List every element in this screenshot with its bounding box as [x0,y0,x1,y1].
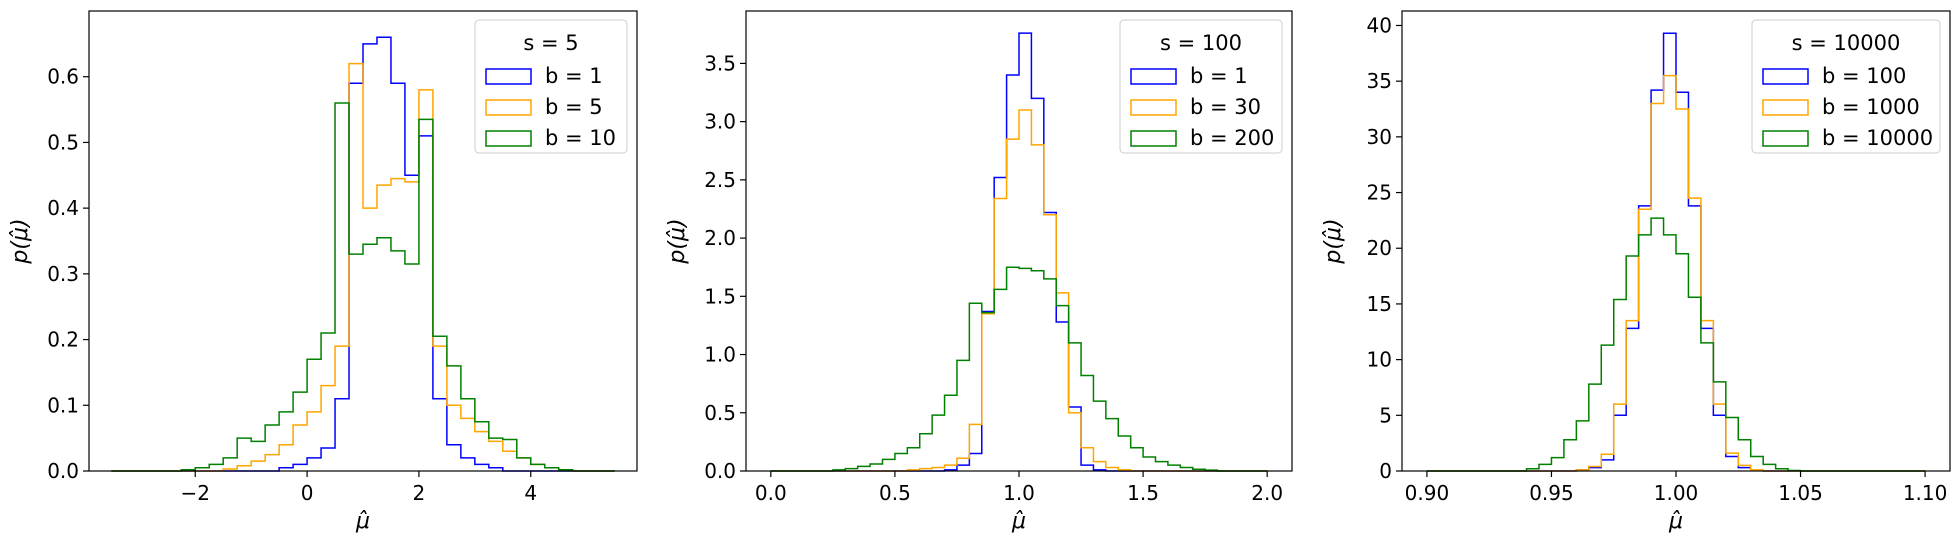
histogram-series-2 [770,109,1268,472]
legend-entry-label: b = 5 [545,95,603,119]
x-tick-label: 0.95 [1529,481,1574,505]
chart-panel-3: 0.90 0.95 1.00 1.05 1.10 0 5 10 15 20 25 30 35 40 μ̂ p(… [1321,10,1951,534]
legend: s = 5 b = 1 b = 5 b = 10 [474,19,628,154]
legend-swatch [1130,130,1177,147]
x-tick-label: 4 [524,481,537,505]
x-tick-label: 1.0 [1003,481,1035,505]
y-tick-label: 15 [1367,292,1392,316]
y-tick-label: 0.5 [47,130,79,154]
chart-panel-1: −2 0 2 4 0.0 0.1 0.2 0.3 0.4 0.5 0.6 μ̂ p(μ̂) s = 5 b … [8,10,638,534]
x-axis-label: μ̂ [1011,509,1026,534]
legend-entry-label: b = 10000 [1822,126,1933,150]
x-tick-label: 2.0 [1251,481,1283,505]
histogram-series-3 [111,102,615,472]
legend-swatch [1762,130,1809,147]
x-tick-label: −2 [181,481,210,505]
x-tick-label: 1.10 [1903,481,1948,505]
x-axis-label: μ̂ [1668,509,1683,534]
axes-frame [88,10,638,472]
y-tick-label: 2.5 [704,168,736,192]
x-tick-label: 1.5 [1127,481,1159,505]
y-tick-label: 1.0 [704,343,736,367]
y-tick-label: 3.0 [704,110,736,134]
y-tick-label: 35 [1367,69,1392,93]
legend-box [1751,19,1941,154]
y-tick-label: 0.5 [704,401,736,425]
legend-title: s = 10000 [1792,31,1901,55]
histogram-series-3 [770,266,1268,472]
legend-entry-label: b = 100 [1822,64,1906,88]
y-tick-label: 10 [1367,348,1392,372]
y-axis-label: p(μ̂) [1321,218,1346,264]
legend-entry-label: b = 1 [545,64,603,88]
y-tick-label: 2.0 [704,226,736,250]
y-tick-label: 0 [1379,459,1392,483]
y-tick-label: 3.5 [704,51,736,75]
legend-box [1119,19,1283,154]
y-tick-label: 40 [1367,13,1392,37]
legend-entry-label: b = 10 [545,126,616,150]
y-tick-label: 30 [1367,125,1392,149]
x-tick-label: 1.05 [1778,481,1823,505]
x-tick-label: 0.0 [755,481,787,505]
x-tick-label: 0.90 [1405,481,1450,505]
legend-swatch [1130,68,1177,85]
legend-entry-label: b = 30 [1190,95,1261,119]
y-tick-label: 0.0 [704,459,736,483]
legend-title: s = 5 [523,31,578,55]
legend-swatch [485,99,532,116]
legend-entry-label: b = 1 [1190,64,1248,88]
x-tick-label: 1.00 [1654,481,1699,505]
legend-swatch [485,68,532,85]
chart-panel-2: 0.0 0.5 1.0 1.5 2.0 0.0 0.5 1.0 1.5 2.0 2.5 3.0 3.5 μ… [665,10,1293,534]
y-tick-label: 1.5 [704,284,736,308]
legend-entry-label: b = 200 [1190,126,1274,150]
legend-title: s = 100 [1160,31,1242,55]
y-tick-label: 0.2 [47,328,79,352]
legend: s = 100 b = 1 b = 30 b = 200 [1119,19,1283,154]
legend-swatch [1762,99,1809,116]
y-tick-label: 20 [1367,236,1392,260]
legend-entry-label: b = 1000 [1822,95,1920,119]
y-tick-label: 0.3 [47,262,79,286]
y-axis-label: p(μ̂) [665,218,690,264]
y-tick-label: 0.0 [47,459,79,483]
histogram-series-3 [1426,217,1926,472]
y-axis-label: p(μ̂) [8,218,33,264]
y-tick-label: 5 [1379,403,1392,427]
y-tick-label: 0.6 [47,65,79,89]
x-tick-label: 0 [301,481,314,505]
y-tick-label: 0.1 [47,393,79,417]
x-tick-label: 0.5 [879,481,911,505]
legend-box [474,19,628,154]
x-axis-label: μ̂ [355,509,370,534]
x-tick-label: 2 [413,481,426,505]
y-tick-label: 0.4 [47,196,79,220]
legend-swatch [1130,99,1177,116]
legend-swatch [485,130,532,147]
y-tick-label: 25 [1367,181,1392,205]
legend: s = 10000 b = 100 b = 1000 b = 10000 [1751,19,1941,154]
legend-swatch [1762,68,1809,85]
